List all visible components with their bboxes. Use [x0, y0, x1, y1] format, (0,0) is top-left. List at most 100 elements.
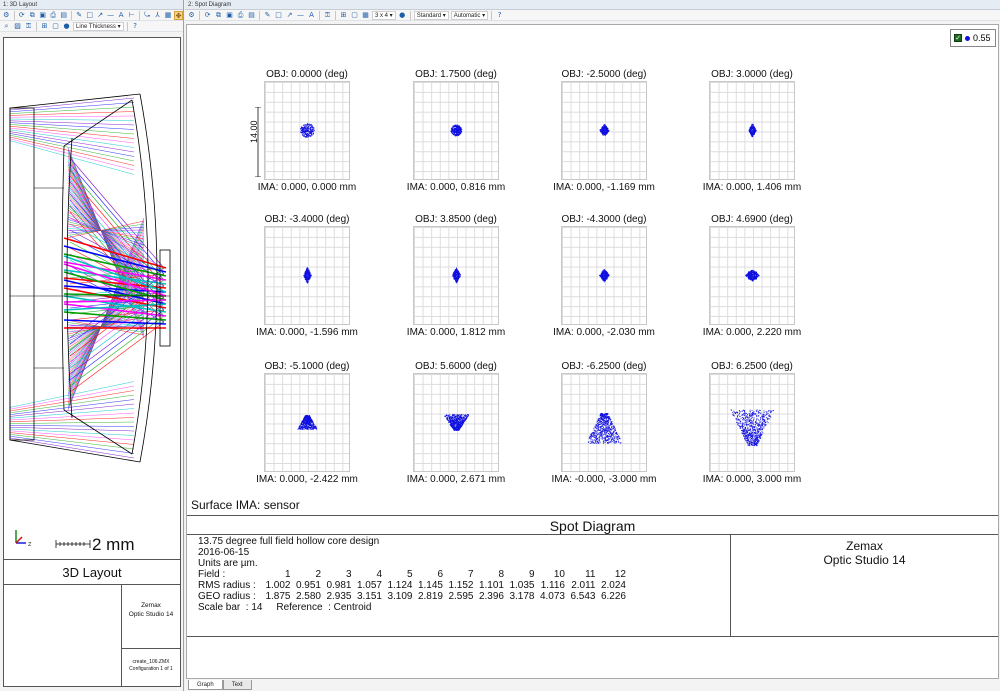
- ray-line: [69, 303, 165, 375]
- line-icon[interactable]: —: [107, 10, 115, 19]
- lock-icon[interactable]: ⚿: [25, 21, 32, 30]
- settings-icon[interactable]: ⚙: [3, 10, 10, 19]
- circle-icon[interactable]: ●: [399, 10, 406, 19]
- line-icon[interactable]: —: [297, 10, 304, 19]
- field-row: Field : 1 2 3 4 5 6 7 8 9 10 11 12: [198, 569, 728, 580]
- spot-cell: OBJ: 3.8500 (deg) IMA: 0.000, 1.812 mm: [396, 214, 516, 344]
- ray-line: [67, 307, 145, 342]
- dimension-icon[interactable]: ⊢: [128, 10, 135, 19]
- help-icon[interactable]: ?: [497, 10, 502, 19]
- surface-label: Surface IMA: sensor: [191, 498, 300, 512]
- print-icon[interactable]: ⎙: [237, 10, 244, 19]
- standard-dropdown[interactable]: Standard ▾: [413, 10, 449, 20]
- layout-info-block: Zemax Optic Studio 14 create_106.ZMX Con…: [4, 585, 180, 686]
- spot-cell: OBJ: -3.4000 (deg) IMA: 0.000, -1.596 mm: [247, 214, 367, 344]
- help-icon[interactable]: ?: [133, 21, 137, 30]
- text-icon[interactable]: A: [118, 10, 124, 19]
- refresh-icon[interactable]: ⟳: [18, 10, 25, 19]
- ray-line: [9, 125, 135, 139]
- view-icon[interactable]: ▦: [164, 10, 172, 19]
- rms-value: 1.145: [417, 580, 443, 591]
- frame-icon[interactable]: ▢: [351, 10, 358, 19]
- lock-icon[interactable]: ⚿: [324, 10, 331, 19]
- layout-toolbar-row-1: ⚙ ⟳ ⧉ ▣ ⎙ ▤ ✎ □ ↗ — A ⊢ ⤿ ⅄ ▦ ✥: [0, 10, 183, 21]
- pencil-icon[interactable]: ✎: [76, 10, 83, 19]
- pan-icon[interactable]: ✥: [174, 10, 183, 20]
- frame-icon[interactable]: ▢: [52, 21, 59, 30]
- rotate-icon[interactable]: ⤿: [144, 10, 150, 19]
- ray-line: [63, 303, 167, 317]
- layout-dropdown[interactable]: 3 x 4 ▾: [372, 10, 396, 20]
- ray-line: [9, 122, 135, 130]
- zoom-icon[interactable]: ⌕: [4, 21, 9, 30]
- rectangle-icon[interactable]: □: [275, 10, 282, 19]
- fields-value: 8: [498, 569, 504, 580]
- clipboard-icon[interactable]: ▤: [60, 10, 67, 19]
- arrow-icon[interactable]: ↗: [286, 10, 293, 19]
- circle-icon[interactable]: ●: [63, 21, 70, 30]
- ray-line: [67, 221, 145, 243]
- spot-image-label: IMA: 0.000, -2.030 mm: [553, 327, 655, 338]
- fields-value: 2: [315, 569, 321, 580]
- copy-icon[interactable]: ⧉: [216, 10, 221, 19]
- ray-line: [67, 193, 145, 279]
- ray-line: [67, 229, 145, 232]
- axes-icon[interactable]: ⅄: [155, 10, 160, 19]
- ray-line: [67, 223, 145, 240]
- ray-line: [67, 209, 145, 258]
- rms-label: RMS radius :: [198, 580, 256, 591]
- geo-value: 2.580: [295, 591, 321, 602]
- line-thickness-dropdown[interactable]: Line Thickness ▾: [73, 21, 124, 31]
- geo-value: 3.109: [387, 591, 413, 602]
- scale-reference-line: Scale bar : 14 Reference : Centroid: [198, 602, 372, 613]
- save-icon[interactable]: ▣: [39, 10, 46, 19]
- ray-line: [9, 138, 135, 171]
- units-note: Units are µm.: [198, 558, 258, 569]
- ray-line: [67, 225, 145, 237]
- spot-cell: OBJ: 1.7500 (deg) IMA: 0.000, 0.816 mm: [396, 69, 516, 199]
- spot-object-label: OBJ: 5.6000 (deg): [415, 361, 497, 372]
- spot-object-label: OBJ: 4.6900 (deg): [711, 214, 793, 225]
- spot-object-label: OBJ: -4.3000 (deg): [561, 214, 647, 225]
- spot-brand-product: Optic Studio 14: [823, 553, 906, 567]
- tab-text[interactable]: Text: [222, 680, 252, 690]
- image-icon[interactable]: ▨: [14, 21, 21, 30]
- copy-icon[interactable]: ⧉: [29, 10, 35, 19]
- save-icon[interactable]: ▣: [226, 10, 233, 19]
- ray-line: [67, 223, 145, 236]
- ray-line: [67, 214, 145, 252]
- ray-line: [63, 269, 167, 285]
- ray-line: [63, 311, 167, 321]
- spot-points: [450, 124, 463, 137]
- ray-line: [69, 291, 165, 303]
- layout-grid-icon[interactable]: ▦: [362, 10, 369, 19]
- geo-value: 3.178: [509, 591, 535, 602]
- grid-icon[interactable]: ⊞: [41, 21, 48, 30]
- layout-configuration: Configuration 1 of 1: [129, 666, 173, 672]
- arrow-icon[interactable]: ↗: [97, 10, 104, 19]
- wavelength-legend[interactable]: ✓ 0.55: [950, 29, 996, 47]
- spot-object-label: OBJ: 6.2500 (deg): [711, 361, 793, 372]
- print-icon[interactable]: ⎙: [50, 10, 56, 19]
- spot-image-label: IMA: 0.000, 2.671 mm: [406, 474, 506, 485]
- spot-object-label: OBJ: -5.1000 (deg): [264, 361, 350, 372]
- ray-line: [63, 237, 167, 269]
- automatic-dropdown[interactable]: Automatic ▾: [450, 10, 489, 20]
- check-icon[interactable]: ✓: [954, 34, 962, 42]
- clipboard-icon[interactable]: ▤: [248, 10, 255, 19]
- ray-line: [69, 309, 165, 381]
- refresh-icon[interactable]: ⟳: [204, 10, 211, 19]
- ray-line: [9, 124, 135, 135]
- rms-value: 1.124: [387, 580, 413, 591]
- rms-value: 1.057: [356, 580, 382, 591]
- field-label: Field :: [198, 569, 226, 580]
- spot-points: [599, 124, 610, 136]
- layout-drawing: Z: [9, 93, 171, 548]
- layout-file-info: create_106.ZMX Configuration 1 of 1: [122, 649, 180, 686]
- rectangle-icon[interactable]: □: [86, 10, 93, 19]
- tab-graph[interactable]: Graph: [188, 680, 223, 690]
- settings-icon[interactable]: ⚙: [188, 10, 195, 19]
- text-icon[interactable]: A: [309, 10, 314, 19]
- pencil-icon[interactable]: ✎: [264, 10, 271, 19]
- grid-icon[interactable]: ⊞: [340, 10, 347, 19]
